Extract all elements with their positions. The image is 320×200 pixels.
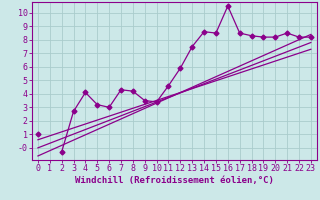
X-axis label: Windchill (Refroidissement éolien,°C): Windchill (Refroidissement éolien,°C) (75, 176, 274, 185)
